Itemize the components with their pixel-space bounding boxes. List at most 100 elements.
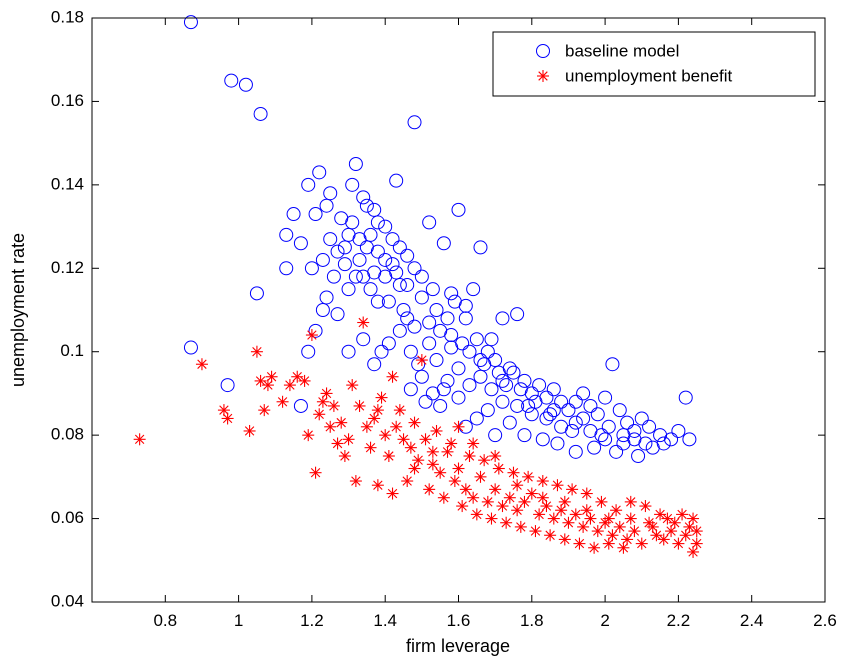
data-point-benefit	[313, 408, 326, 421]
data-point-baseline	[378, 219, 393, 234]
data-point-baseline	[436, 236, 451, 251]
x-tick-label: 1.8	[520, 611, 544, 630]
data-point-benefit	[397, 433, 410, 446]
data-point-benefit	[448, 475, 461, 488]
data-point-baseline	[403, 344, 418, 359]
data-point-baseline	[407, 115, 422, 130]
data-point-benefit	[503, 491, 516, 504]
data-point-baseline	[400, 277, 415, 292]
data-point-benefit	[261, 379, 274, 392]
data-point-baseline	[367, 357, 382, 372]
data-point-benefit	[408, 416, 421, 429]
data-point-baseline	[598, 432, 613, 447]
data-point-benefit	[580, 504, 593, 517]
data-point-benefit	[276, 395, 289, 408]
data-point-benefit	[654, 508, 667, 521]
data-point-benefit	[624, 495, 637, 508]
data-point-benefit	[254, 374, 267, 387]
data-point-benefit	[302, 429, 315, 442]
data-point-benefit	[470, 508, 483, 521]
data-point-baseline	[601, 419, 616, 434]
x-tick-label: 2.6	[813, 611, 837, 630]
data-point-baseline	[612, 403, 627, 418]
data-point-baseline	[286, 207, 301, 222]
data-point-baseline	[330, 244, 345, 259]
data-point-benefit	[690, 537, 703, 550]
legend: baseline model unemployment benefit	[492, 31, 816, 97]
data-point-baseline	[480, 403, 495, 418]
data-point-baseline	[381, 336, 396, 351]
data-point-baseline	[385, 232, 400, 247]
legend-box	[492, 31, 816, 97]
data-point-baseline	[469, 332, 484, 347]
data-point-baseline	[400, 311, 415, 326]
data-point-benefit	[668, 516, 681, 529]
data-point-benefit	[602, 512, 615, 525]
data-point-baseline	[352, 232, 367, 247]
data-point-benefit	[408, 462, 421, 475]
data-point-benefit	[566, 483, 579, 496]
data-point-baseline	[422, 336, 437, 351]
data-point-benefit	[243, 424, 256, 437]
data-point-benefit	[690, 525, 703, 538]
data-point-baseline	[554, 394, 569, 409]
data-point-baseline	[532, 378, 547, 393]
data-point-benefit	[133, 433, 146, 446]
data-point-baseline	[440, 311, 455, 326]
data-point-baseline	[510, 307, 525, 322]
data-point-benefit	[265, 370, 278, 383]
data-point-benefit	[364, 441, 377, 454]
data-point-benefit	[360, 420, 373, 433]
legend-label-benefit: unemployment benefit	[565, 66, 733, 85]
data-point-baseline	[367, 265, 382, 280]
data-point-baseline	[315, 252, 330, 267]
data-point-baseline	[220, 378, 235, 393]
data-point-baseline	[568, 444, 583, 459]
data-point-benefit	[419, 433, 432, 446]
data-point-baseline	[609, 444, 624, 459]
data-point-benefit	[382, 450, 395, 462]
data-point-baseline	[352, 252, 367, 267]
data-point-baseline	[451, 202, 466, 217]
data-point-baseline	[403, 382, 418, 397]
data-point-baseline	[550, 436, 565, 451]
data-point-benefit	[591, 525, 604, 538]
data-point-baseline	[345, 215, 360, 230]
data-point-benefit	[331, 437, 344, 450]
data-point-baseline	[249, 286, 264, 301]
data-point-baseline	[400, 248, 415, 263]
data-point-benefit	[683, 520, 696, 533]
data-point-baseline	[293, 398, 308, 413]
data-point-baseline	[488, 428, 503, 443]
data-point-benefit	[401, 475, 414, 488]
data-point-baseline	[616, 428, 631, 443]
data-point-benefit	[404, 441, 417, 454]
data-point-benefit	[342, 433, 355, 446]
data-point-baseline	[576, 411, 591, 426]
data-point-benefit	[676, 508, 689, 521]
data-point-benefit	[496, 500, 509, 513]
data-point-benefit	[221, 412, 234, 425]
data-point-baseline	[499, 378, 514, 393]
data-point-baseline	[323, 232, 338, 247]
data-point-baseline	[293, 236, 308, 251]
data-point-baseline	[370, 215, 385, 230]
data-point-baseline	[319, 198, 334, 213]
data-point-benefit	[430, 424, 443, 437]
data-point-baseline	[370, 294, 385, 309]
data-point-baseline	[521, 398, 536, 413]
data-point-benefit	[481, 495, 494, 508]
data-point-baseline	[473, 353, 488, 368]
x-axis-label: firm leverage	[406, 636, 510, 656]
y-tick-label: 0.12	[51, 258, 84, 277]
data-point-baseline	[517, 373, 532, 388]
legend-circle-marker	[536, 44, 550, 58]
data-point-baseline	[590, 407, 605, 422]
y-tick-label: 0.08	[51, 425, 84, 444]
x-tick-label: 1.4	[373, 611, 397, 630]
data-point-baseline	[337, 257, 352, 272]
data-point-baseline	[444, 286, 459, 301]
data-point-benefit	[628, 525, 641, 538]
data-point-baseline	[341, 344, 356, 359]
